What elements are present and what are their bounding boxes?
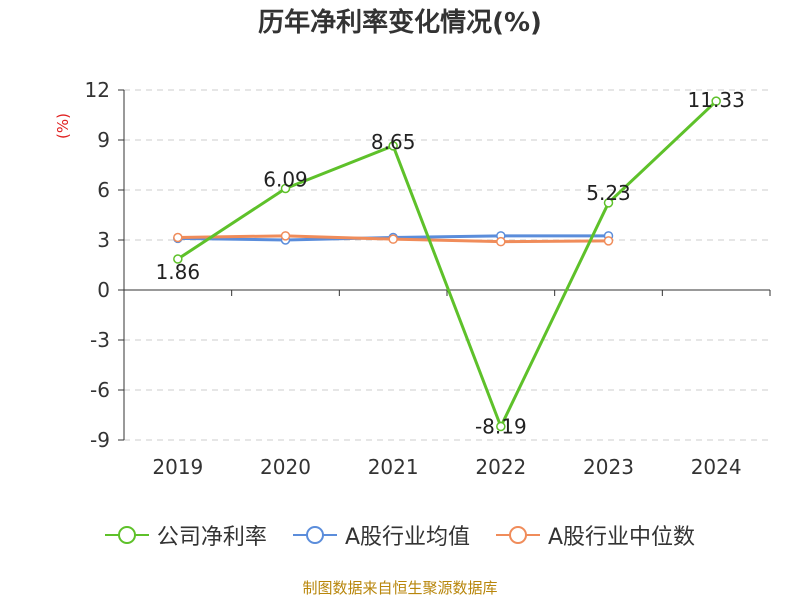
data-label: 1.86 xyxy=(156,260,201,284)
y-tick-label: 12 xyxy=(85,78,110,102)
legend-item[interactable]: A股行业均值 xyxy=(292,519,470,551)
x-tick-label: 2021 xyxy=(368,455,419,479)
legend-label: A股行业均值 xyxy=(344,525,470,550)
legend-swatch-icon xyxy=(104,526,149,544)
data-point[interactable] xyxy=(173,232,183,243)
legend-swatch-icon xyxy=(496,526,540,544)
data-point[interactable] xyxy=(280,183,291,194)
data-label: 5.23 xyxy=(586,181,631,205)
x-tick-label: 2019 xyxy=(152,455,203,479)
legend-label: 公司净利率 xyxy=(156,525,267,550)
y-tick-label: 9 xyxy=(97,128,110,152)
data-label: 11.33 xyxy=(688,88,745,112)
y-axis-label: (%) xyxy=(54,113,72,139)
legend-item[interactable]: A股行业中位数 xyxy=(496,519,695,551)
data-label: 6.09 xyxy=(263,168,308,192)
y-tick-label: 3 xyxy=(97,228,110,252)
data-label: -8.19 xyxy=(475,415,527,439)
data-source-note: 制图数据来自恒生聚源数据库 xyxy=(302,579,498,597)
x-tick-label: 2022 xyxy=(475,455,526,479)
data-point[interactable] xyxy=(388,141,398,151)
data-point[interactable] xyxy=(496,421,506,432)
chart-title: 历年净利率变化情况(%) xyxy=(258,8,542,38)
x-tick-label: 2023 xyxy=(583,455,634,479)
data-point[interactable] xyxy=(711,96,721,106)
x-tick-labels: 2019 2020 2021 2022 2023 2024 xyxy=(152,455,741,479)
y-tick-label: -3 xyxy=(90,328,110,352)
legend: 公司净利率 A股行业均值 A股行业中位数 xyxy=(0,520,800,550)
data-point[interactable] xyxy=(603,198,614,208)
data-point[interactable] xyxy=(280,231,291,241)
data-label: 8.65 xyxy=(371,130,416,154)
y-tick-label: -9 xyxy=(90,428,110,452)
legend-swatch-icon xyxy=(292,526,337,544)
data-point[interactable] xyxy=(388,234,398,244)
y-tick-labels: 12 9 6 3 0 -3 -6 -9 xyxy=(85,78,110,452)
data-labels: 1.86 6.09 8.65 -8.19 5.23 11.33 xyxy=(156,88,745,438)
series-layer xyxy=(173,96,721,432)
legend-label: A股行业中位数 xyxy=(548,525,696,550)
x-tick-label: 2020 xyxy=(260,455,311,479)
y-tick-label: -6 xyxy=(90,378,110,402)
legend-item[interactable]: 公司净利率 xyxy=(104,519,267,551)
data-point[interactable] xyxy=(603,236,614,246)
y-tick-label: 0 xyxy=(97,278,110,302)
data-point[interactable] xyxy=(496,236,506,247)
data-point[interactable] xyxy=(173,254,183,264)
y-tick-label: 6 xyxy=(97,178,110,202)
series-line xyxy=(177,100,718,428)
x-tick-label: 2024 xyxy=(691,455,742,479)
